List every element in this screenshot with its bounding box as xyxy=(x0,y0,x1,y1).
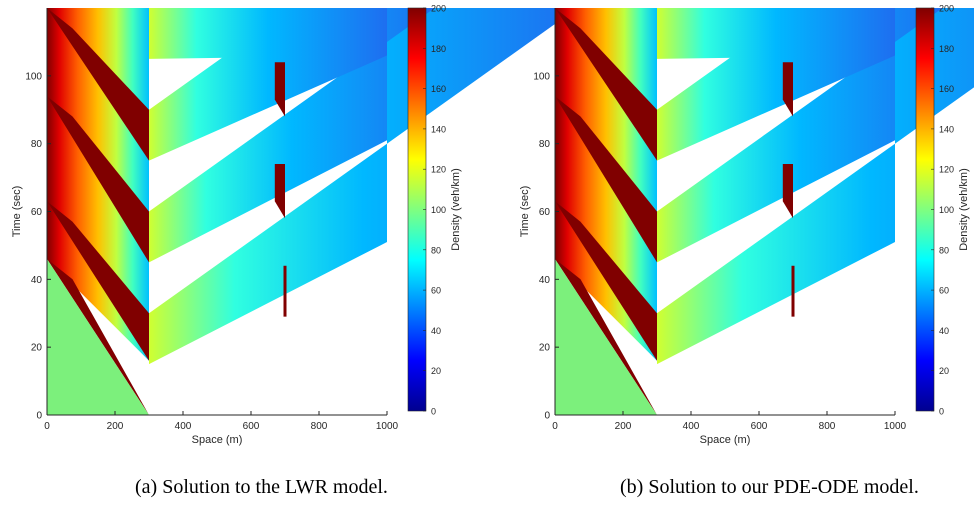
colorbar-tick-label: 160 xyxy=(431,84,446,94)
colorbar-tick-label: 40 xyxy=(431,326,441,336)
y-tick-label: 60 xyxy=(539,207,551,218)
colorbar-tick-label: 60 xyxy=(939,286,949,296)
x-tick-label: 1000 xyxy=(884,421,907,432)
y-tick-label: 40 xyxy=(31,275,43,286)
bottleneck-queue xyxy=(274,164,285,219)
x-tick-label: 0 xyxy=(44,421,50,432)
x-tick-label: 600 xyxy=(243,421,260,432)
colorbar-label: Density (veh/km) xyxy=(958,168,970,251)
y-axis-label: Time (sec) xyxy=(519,186,531,238)
x-tick-label: 400 xyxy=(683,421,700,432)
jam-band xyxy=(555,96,657,263)
platoon-wave xyxy=(149,8,578,365)
initial-density-region xyxy=(555,259,657,415)
y-tick-label: 100 xyxy=(533,71,550,82)
colorbar-tick-label: 120 xyxy=(939,165,954,175)
colorbar-tick-label: 140 xyxy=(431,124,446,134)
colorbar-tick-label: 0 xyxy=(431,407,436,417)
bottleneck-queue xyxy=(274,62,285,117)
x-tick-label: 200 xyxy=(615,421,632,432)
colorbar-tick-label: 60 xyxy=(431,286,441,296)
caption-b: (b) Solution to our PDE-ODE model. xyxy=(620,476,919,498)
colorbar-tick-label: 100 xyxy=(939,205,954,215)
y-tick-label: 40 xyxy=(539,275,551,286)
initial-density-region xyxy=(47,259,149,415)
colorbar-tick-label: 180 xyxy=(431,44,446,54)
jam-band xyxy=(47,8,149,161)
colorbar-tick-label: 200 xyxy=(431,4,446,14)
colorbar-tick-label: 0 xyxy=(939,407,944,417)
colorbar-tick-label: 80 xyxy=(431,245,441,255)
colorbar-label: Density (veh/km) xyxy=(450,168,462,251)
x-axis-label: Space (m) xyxy=(700,434,751,446)
y-tick-label: 20 xyxy=(31,343,43,354)
x-tick-label: 400 xyxy=(175,421,192,432)
colorbar-tick-label: 200 xyxy=(939,4,954,14)
y-tick-label: 80 xyxy=(539,139,551,150)
jam-band xyxy=(47,96,149,263)
platoon-wave xyxy=(657,8,943,263)
x-tick-label: 800 xyxy=(819,421,836,432)
y-axis-label: Time (sec) xyxy=(11,186,23,238)
colorbar-tick-label: 20 xyxy=(431,366,441,376)
x-tick-label: 200 xyxy=(107,421,124,432)
bottleneck-queue xyxy=(782,62,793,117)
x-tick-label: 1000 xyxy=(376,421,399,432)
platoon-wave xyxy=(149,8,435,263)
y-tick-label: 20 xyxy=(539,343,551,354)
caption-a: (a) Solution to the LWR model. xyxy=(135,476,388,498)
y-tick-label: 0 xyxy=(544,411,550,422)
x-tick-label: 800 xyxy=(311,421,328,432)
x-tick-label: 0 xyxy=(552,421,558,432)
colorbar-tick-label: 180 xyxy=(939,44,954,54)
bottleneck-queue xyxy=(782,164,793,219)
platoon-wave xyxy=(657,8,974,365)
y-tick-label: 60 xyxy=(31,207,43,218)
jam-band xyxy=(47,201,149,361)
colorbar-tick-label: 40 xyxy=(939,326,949,336)
jam-band xyxy=(555,8,657,161)
colorbar-tick-label: 80 xyxy=(939,245,949,255)
colorbar-tick-label: 20 xyxy=(939,366,949,376)
colorbar-tick-label: 120 xyxy=(431,165,446,175)
y-tick-label: 100 xyxy=(25,71,42,82)
y-tick-label: 80 xyxy=(31,139,43,150)
platoon-wave xyxy=(657,8,895,59)
colorbar-tick-label: 100 xyxy=(431,205,446,215)
platoon-wave xyxy=(149,8,387,59)
colorbar-tick-label: 160 xyxy=(939,84,954,94)
x-axis-label: Space (m) xyxy=(192,434,243,446)
colorbar-tick-label: 140 xyxy=(939,124,954,134)
x-tick-label: 600 xyxy=(751,421,768,432)
jam-band xyxy=(555,201,657,361)
y-tick-label: 0 xyxy=(36,411,42,422)
